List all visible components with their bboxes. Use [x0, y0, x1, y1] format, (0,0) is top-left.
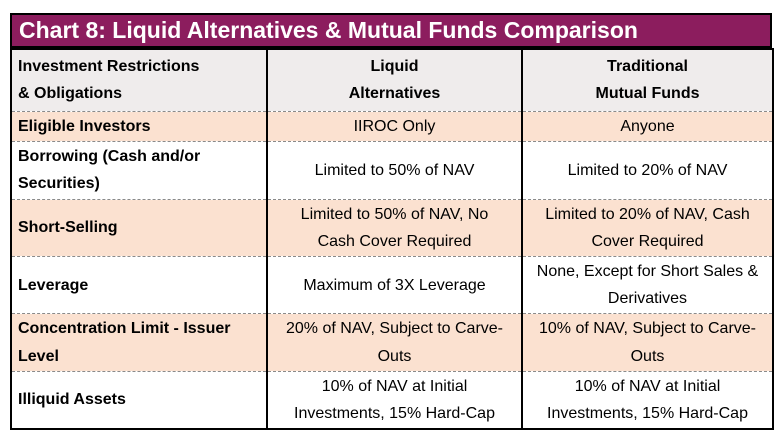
table-row-leverage: Leverage Maximum of 3X Leverage None, Ex… — [11, 256, 773, 314]
traditional-mutual-funds-cell: 10% of NAV at Initial Investments, 15% H… — [521, 370, 773, 430]
traditional-mutual-funds-cell: None, Except for Short Sales & Derivativ… — [521, 256, 773, 314]
row-label: Eligible Investors — [11, 110, 267, 142]
header-liquid-alternatives: Liquid Alternatives — [266, 49, 522, 111]
comparison-table: Investment Restrictions & Obligations Li… — [10, 48, 774, 431]
table-row-eligible-investors: Eligible Investors IIROC Only Anyone — [11, 110, 773, 142]
header-investment-restrictions: Investment Restrictions & Obligations — [18, 58, 200, 103]
liquid-alternatives-cell: Maximum of 3X Leverage — [266, 256, 522, 314]
liquid-alternatives-cell: 20% of NAV, Subject to Carve- Outs — [266, 313, 522, 372]
row-label: Short-Selling — [11, 198, 267, 257]
header-row: Investment Restrictions & Obligations Li… — [11, 49, 773, 111]
table-row-short-selling: Short-Selling Limited to 50% of NAV, No … — [11, 198, 773, 257]
liquid-alternatives-cell: Limited to 50% of NAV, No Cash Cover Req… — [266, 198, 522, 257]
row-label: Leverage — [11, 256, 267, 314]
chart-title-bar: Chart 8: Liquid Alternatives & Mutual Fu… — [10, 13, 772, 48]
table-row-concentration-limit: Concentration Limit - Issuer Level 20% o… — [11, 313, 773, 372]
header-traditional-mutual-funds: Traditional Mutual Funds — [521, 49, 773, 111]
liquid-alternatives-cell: 10% of NAV at Initial Investments, 15% H… — [266, 370, 522, 430]
traditional-mutual-funds-cell: Limited to 20% of NAV — [521, 140, 773, 200]
liquid-alternatives-cell: IIROC Only — [266, 110, 522, 142]
row-label: Concentration Limit - Issuer Level — [11, 313, 267, 372]
table-row-illiquid-assets: Illiquid Assets 10% of NAV at Initial In… — [11, 370, 773, 430]
liquid-alternatives-cell: Limited to 50% of NAV — [266, 140, 522, 200]
traditional-mutual-funds-cell: Limited to 20% of NAV, Cash Cover Requir… — [521, 198, 773, 257]
table-row-borrowing: Borrowing (Cash and/or Securities) Limit… — [11, 140, 773, 200]
chart-title: Chart 8: Liquid Alternatives & Mutual Fu… — [19, 17, 638, 43]
row-label: Illiquid Assets — [11, 370, 267, 430]
traditional-mutual-funds-cell: Anyone — [521, 110, 773, 142]
row-label: Borrowing (Cash and/or Securities) — [11, 140, 267, 200]
traditional-mutual-funds-cell: 10% of NAV, Subject to Carve- Outs — [521, 313, 773, 372]
